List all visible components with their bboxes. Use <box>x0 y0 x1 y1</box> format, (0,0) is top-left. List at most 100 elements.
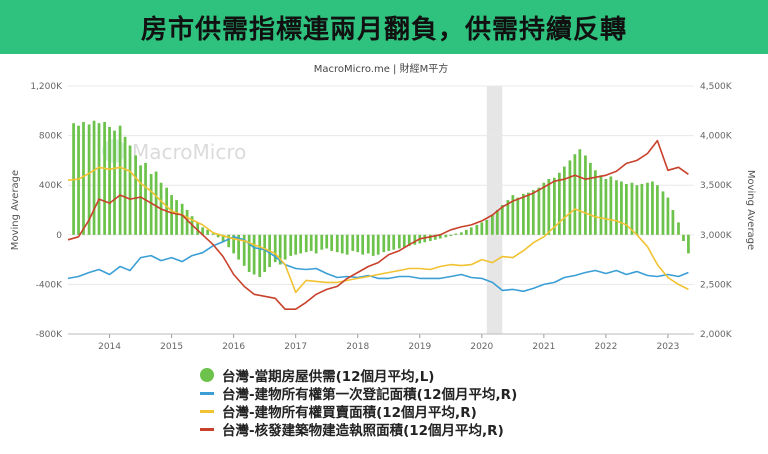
y-tick-right: 3,000K <box>700 231 733 241</box>
bar <box>402 234 406 248</box>
bar <box>599 175 603 235</box>
bar <box>392 234 396 250</box>
bar <box>646 182 649 235</box>
title-banner: 房市供需指標連兩月翻負，供需持續反轉 <box>0 0 768 54</box>
bar <box>134 155 137 235</box>
bar <box>320 234 324 250</box>
bar <box>309 234 313 251</box>
chart-svg: MacroMicro.me | 財經M平方 1,200K 800K 400K 0 -400… <box>10 62 756 352</box>
bar <box>573 154 577 235</box>
y-tick-right: 2,000K <box>700 330 733 340</box>
bar <box>252 234 256 275</box>
bar <box>237 234 240 260</box>
y-axis-title-right: Moving Average <box>745 170 756 250</box>
recession-band <box>486 86 503 334</box>
bar <box>180 203 184 235</box>
bar <box>97 123 101 235</box>
legend-item[interactable]: 台灣-建物所有權第一次登記面積(12個月平均,R) <box>200 384 620 403</box>
y-tick-right: 4,500K <box>700 82 733 92</box>
bar <box>413 234 417 245</box>
bar <box>77 125 80 235</box>
bar <box>480 222 484 235</box>
bar <box>273 234 277 263</box>
bar <box>542 182 546 235</box>
legend-swatch <box>200 391 214 395</box>
bar <box>506 200 510 235</box>
bar <box>366 234 370 254</box>
bar <box>103 121 106 235</box>
bar <box>283 234 287 260</box>
bar <box>201 227 204 235</box>
bar <box>242 234 246 266</box>
bar <box>247 234 251 272</box>
bar <box>568 160 572 235</box>
legend-label: 台灣-當期房屋供需(12個月平均,L) <box>222 369 435 385</box>
legend-item[interactable]: 台灣-當期房屋供需(12個月平均,L) <box>200 366 620 385</box>
legend-swatch <box>200 427 214 431</box>
bar <box>537 187 541 235</box>
bar <box>547 179 551 235</box>
bar <box>449 234 453 237</box>
bar <box>123 136 127 235</box>
series-line-blue <box>67 236 689 293</box>
y-tick-left: -400K <box>36 280 63 290</box>
x-tick-label: 2023 <box>656 342 679 352</box>
bar <box>604 179 608 235</box>
y-tick-left: -800K <box>36 330 63 340</box>
bar <box>325 234 329 249</box>
bar <box>351 234 355 251</box>
bar <box>609 176 613 235</box>
legend-item[interactable]: 台灣-核發建築物建造執照面積(12個月平均,R) <box>200 420 620 439</box>
bar <box>511 195 515 235</box>
legend-label: 台灣-建物所有權買賣面積(12個月平均,R) <box>222 405 477 421</box>
bar <box>589 162 592 235</box>
bar <box>640 183 644 235</box>
bar <box>454 233 458 235</box>
bar <box>149 174 153 235</box>
bar <box>144 162 147 235</box>
legend-swatch <box>200 368 214 382</box>
bar <box>397 234 401 249</box>
bar <box>335 234 339 253</box>
bar <box>475 224 479 235</box>
bar <box>407 234 411 246</box>
x-tick-label: 2022 <box>594 342 617 352</box>
bar <box>356 234 360 253</box>
bar <box>113 130 116 235</box>
bar <box>263 234 267 272</box>
bar <box>495 210 499 235</box>
bar <box>345 234 349 255</box>
series-line-yellow <box>67 166 689 294</box>
bar <box>87 124 91 235</box>
bar <box>562 166 566 235</box>
bar <box>371 234 375 256</box>
bar <box>382 234 386 253</box>
bar <box>438 234 442 239</box>
bar <box>651 181 654 235</box>
bar <box>516 197 520 235</box>
page-title: 房市供需指標連兩月翻負，供需持續反轉 <box>140 14 627 45</box>
legend-item[interactable]: 台灣-建物所有權買賣面積(12個月平均,R) <box>200 402 620 421</box>
bar <box>428 234 432 241</box>
bar <box>128 145 132 235</box>
chart-legend: 台灣-當期房屋供需(12個月平均,L) 台灣-建物所有權第一次登記面積(12個月平… <box>200 366 620 439</box>
bar <box>485 219 489 235</box>
bar <box>175 200 178 235</box>
y-tick-left: 1,200K <box>30 82 63 92</box>
bar <box>304 234 308 253</box>
x-tick-label: 2020 <box>470 342 493 352</box>
bar <box>170 195 173 235</box>
bar <box>314 234 318 254</box>
x-tick-label: 2021 <box>532 342 555 352</box>
bar <box>211 233 215 235</box>
bar <box>469 227 473 235</box>
chart-source: MacroMicro.me | 財經M平方 <box>314 62 448 75</box>
bar <box>558 172 561 235</box>
bar <box>490 214 494 235</box>
x-tick-label: 2015 <box>160 342 183 352</box>
bar <box>630 182 634 235</box>
bar <box>340 234 344 254</box>
bar <box>278 234 282 265</box>
bar <box>154 171 158 235</box>
